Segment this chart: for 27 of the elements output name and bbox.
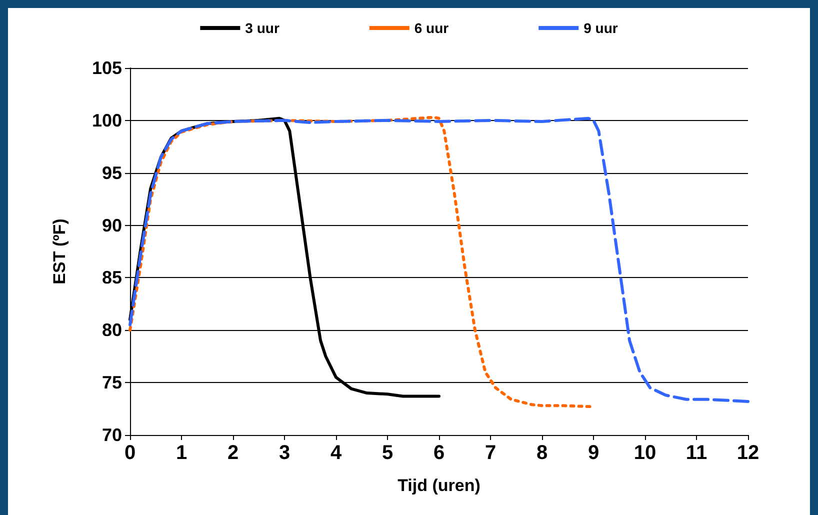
y-axis-title: EST (ºF) bbox=[50, 218, 69, 284]
x-tick-label: 4 bbox=[330, 442, 342, 464]
x-tick-label: 1 bbox=[176, 442, 188, 464]
x-tick-label: 6 bbox=[433, 442, 445, 464]
x-tick-label: 5 bbox=[382, 442, 394, 464]
y-tick-label: 105 bbox=[92, 58, 122, 78]
x-axis-title: Tijd (uren) bbox=[398, 476, 480, 495]
y-tick-label: 90 bbox=[102, 215, 122, 236]
line-series bbox=[128, 116, 750, 403]
y-tick-label: 80 bbox=[102, 320, 122, 340]
x-tick-label: 2 bbox=[227, 442, 239, 464]
x-tick-label: 0 bbox=[124, 442, 136, 464]
legend-label: 6 uur bbox=[414, 20, 450, 36]
legend-label: 9 uur bbox=[584, 20, 618, 36]
y-tick-label: 70 bbox=[102, 425, 122, 445]
y-tick-label: 100 bbox=[92, 110, 122, 130]
x-tick-label: 11 bbox=[686, 442, 708, 464]
x-tick-label: 12 bbox=[736, 442, 760, 464]
legend-label: 3 uur bbox=[245, 20, 280, 36]
x-tick-label: 8 bbox=[536, 442, 548, 464]
y-tick-label: 85 bbox=[102, 268, 122, 288]
x-tick-label: 3 bbox=[278, 442, 290, 464]
x-tick-label: 9 bbox=[588, 442, 600, 464]
x-tick-label: 7 bbox=[484, 442, 496, 464]
y-tick-label: 95 bbox=[102, 162, 122, 183]
x-tick-label: 10 bbox=[634, 442, 656, 464]
y-tick-label: 75 bbox=[102, 372, 122, 393]
